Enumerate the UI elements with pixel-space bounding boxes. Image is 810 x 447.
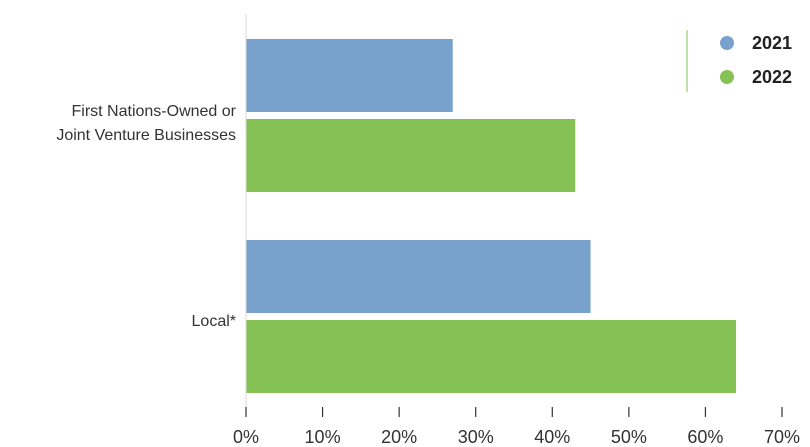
bar-2022-1	[246, 320, 737, 393]
x-tick-label: 20%	[381, 427, 417, 447]
x-tick-label: 0%	[233, 427, 259, 447]
x-tick-label: 70%	[764, 427, 800, 447]
x-axis: 0% 10% 20% 30% 40% 50% 60% 70%	[233, 14, 800, 447]
bar-2022-0	[246, 119, 576, 192]
x-tick-label: 40%	[534, 427, 570, 447]
x-tick-label: 50%	[611, 427, 647, 447]
bars-group	[246, 39, 737, 393]
category-label: First Nations-Owned or	[72, 103, 237, 120]
category-label: Local*	[192, 313, 236, 330]
bar-2021-1	[246, 240, 591, 313]
x-tick-label: 30%	[458, 427, 494, 447]
category-label: Joint Venture Businesses	[56, 127, 236, 144]
legend: 2021 2022	[686, 30, 792, 92]
legend-marker-2021	[720, 36, 734, 50]
bar-2021-0	[246, 39, 453, 112]
x-tick-label: 60%	[687, 427, 723, 447]
category-labels: First Nations-Owned or Joint Venture Busi…	[56, 103, 236, 330]
legend-marker-2022	[720, 70, 734, 84]
legend-label-2021: 2021	[752, 33, 792, 53]
x-tick-label: 10%	[305, 427, 341, 447]
legend-label-2022: 2022	[752, 67, 792, 87]
